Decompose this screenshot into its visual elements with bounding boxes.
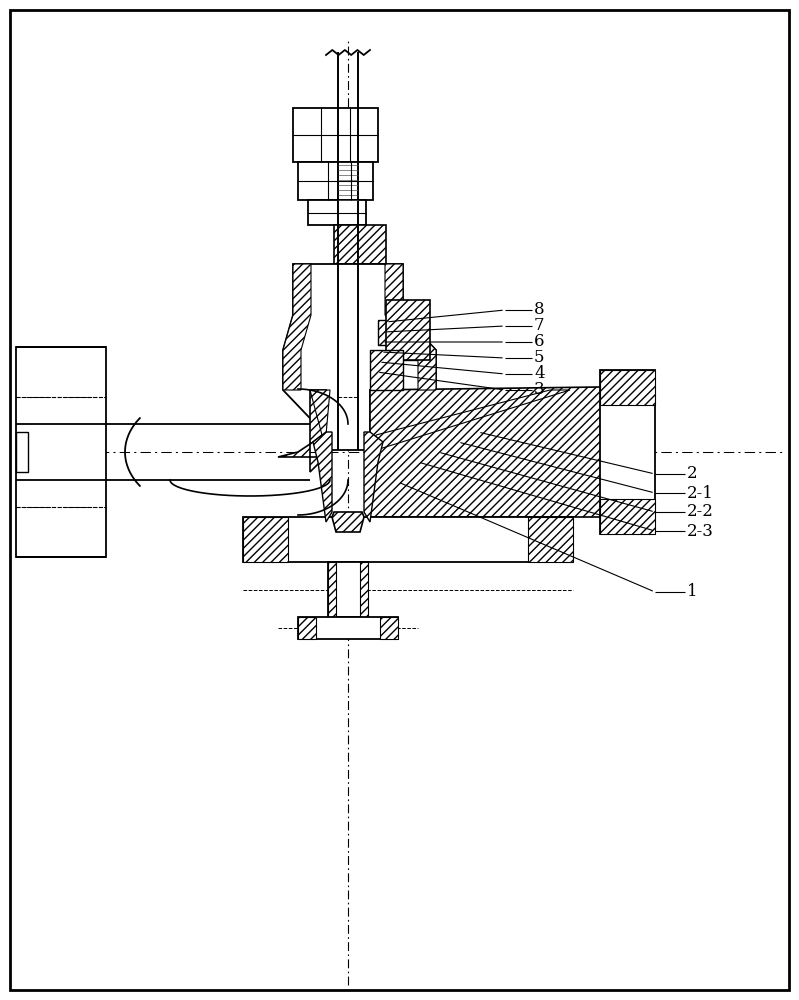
Polygon shape — [376, 390, 570, 450]
Polygon shape — [278, 390, 326, 472]
Bar — [378, 320, 400, 345]
Bar — [16, 347, 106, 557]
Polygon shape — [243, 517, 288, 562]
Polygon shape — [364, 432, 383, 522]
Polygon shape — [600, 370, 655, 405]
Text: 2-3: 2-3 — [687, 522, 714, 540]
Bar — [328, 562, 368, 617]
Bar — [298, 617, 398, 639]
Bar — [298, 162, 373, 200]
Polygon shape — [380, 617, 398, 639]
Polygon shape — [334, 225, 386, 264]
Text: 6: 6 — [534, 334, 544, 351]
Polygon shape — [370, 390, 570, 472]
Polygon shape — [386, 300, 430, 360]
Polygon shape — [385, 264, 436, 390]
Text: 2-2: 2-2 — [687, 504, 714, 520]
Polygon shape — [283, 264, 436, 450]
Bar — [308, 200, 366, 225]
Text: 2-1: 2-1 — [687, 485, 714, 502]
Polygon shape — [328, 562, 336, 617]
Bar — [386, 360, 430, 390]
Polygon shape — [313, 432, 332, 522]
Text: 7: 7 — [534, 318, 545, 334]
Polygon shape — [600, 499, 655, 534]
Polygon shape — [370, 387, 645, 517]
Bar — [243, 517, 573, 562]
Bar — [600, 370, 655, 534]
Polygon shape — [298, 617, 316, 639]
Text: 4: 4 — [534, 365, 545, 382]
Polygon shape — [528, 517, 573, 562]
Text: 5: 5 — [534, 350, 544, 366]
Text: 8: 8 — [534, 302, 545, 318]
Bar — [16, 432, 28, 472]
Bar — [293, 108, 378, 162]
Polygon shape — [360, 562, 368, 617]
Text: 1: 1 — [687, 584, 698, 600]
Polygon shape — [336, 264, 360, 285]
Text: 3: 3 — [534, 381, 545, 398]
Text: 2: 2 — [687, 466, 698, 483]
Polygon shape — [310, 390, 330, 450]
Polygon shape — [332, 512, 364, 532]
Polygon shape — [283, 264, 311, 390]
Polygon shape — [370, 350, 403, 390]
